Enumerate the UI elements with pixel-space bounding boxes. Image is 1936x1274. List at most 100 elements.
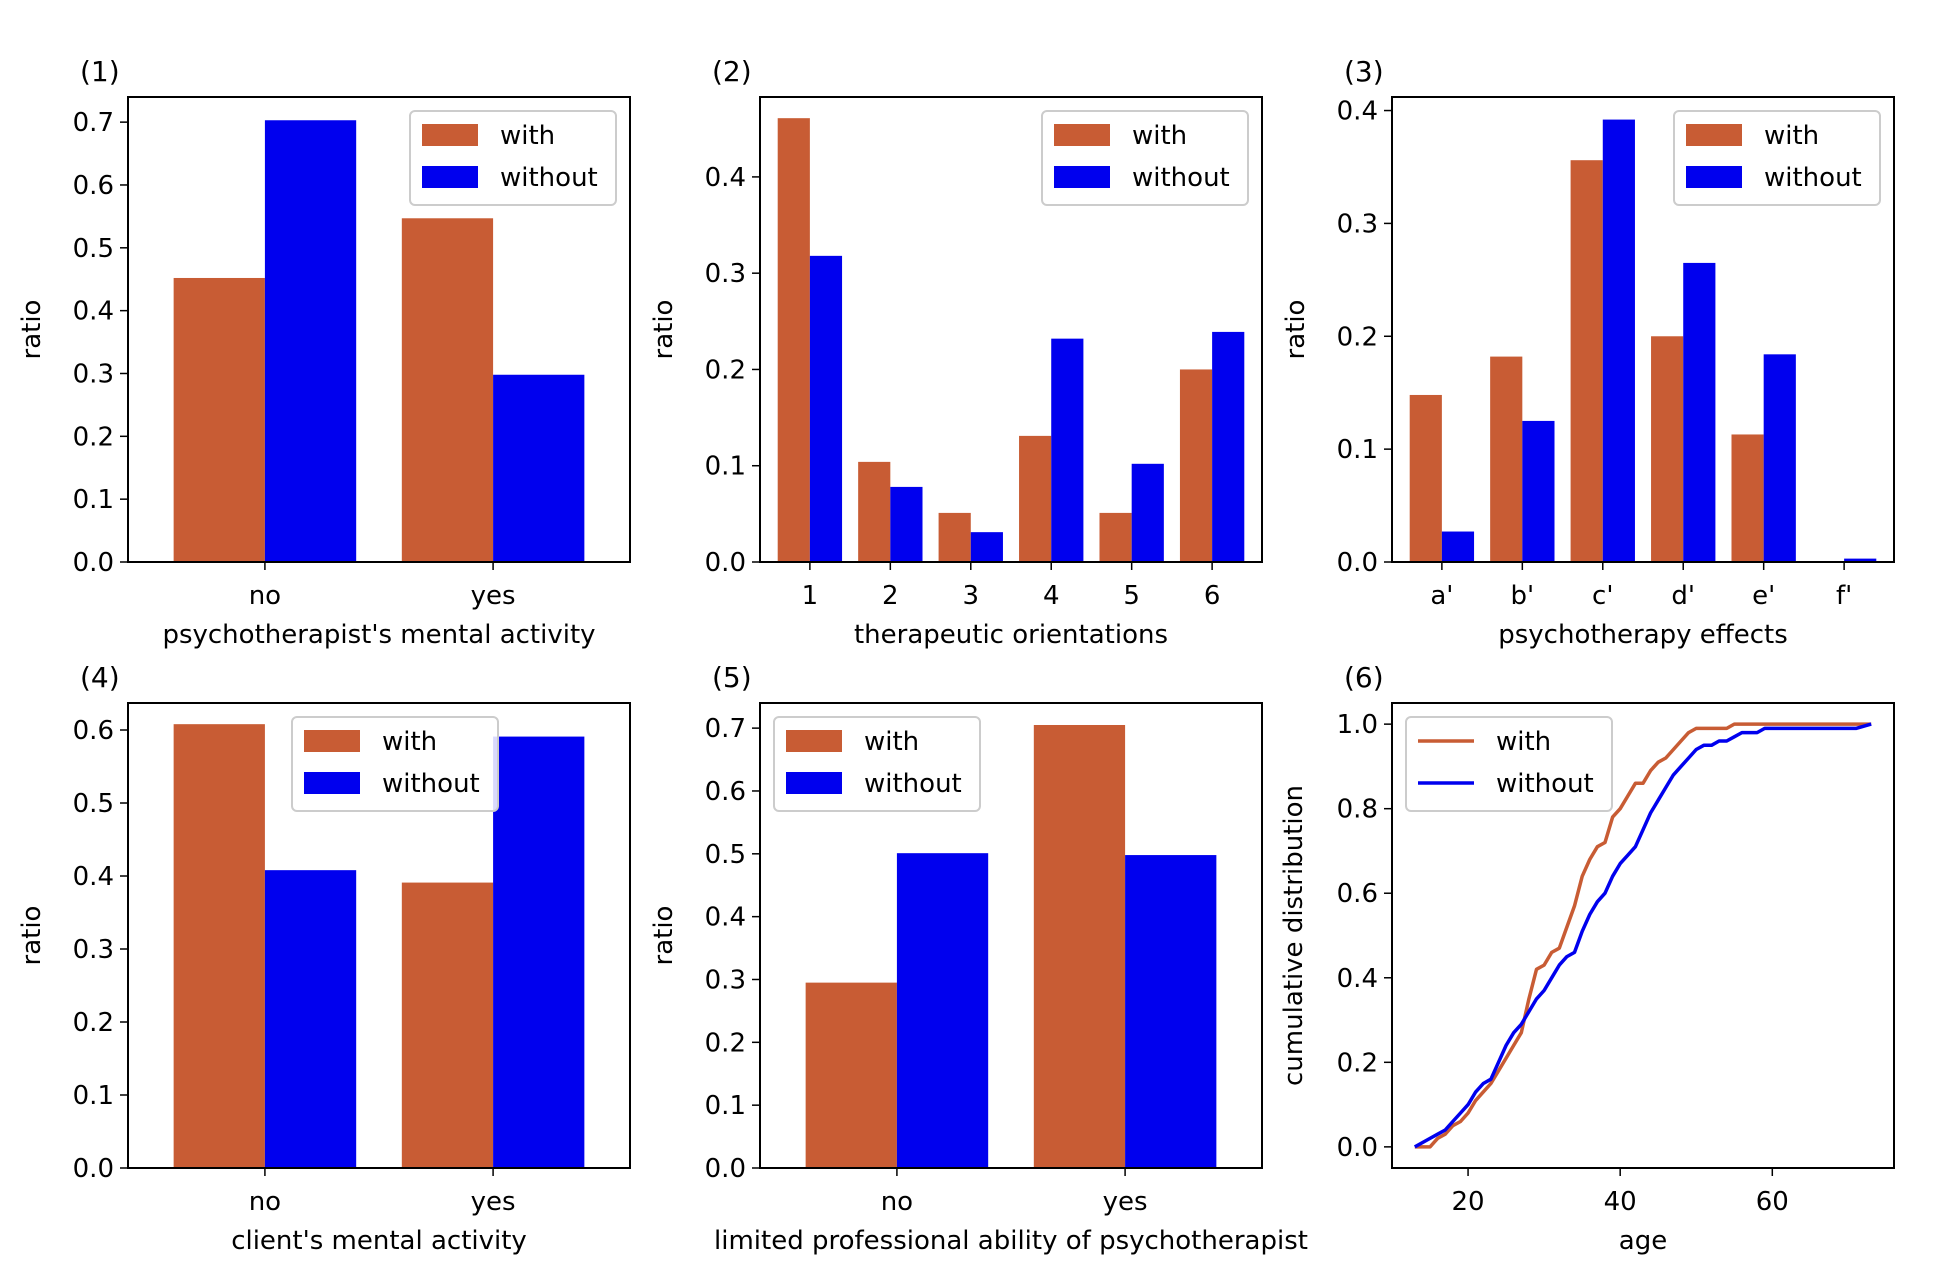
bar-with-6	[1179, 369, 1213, 562]
y-tick-label: 0.0	[73, 548, 114, 578]
bar-without-d'	[1683, 262, 1716, 562]
x-tick-label: 60	[1756, 1187, 1789, 1217]
legend-label-without: without	[1132, 163, 1230, 193]
legend: with without	[291, 716, 499, 812]
y-axis-label: ratio	[17, 906, 47, 966]
x-tick-label: no	[249, 1187, 281, 1217]
plot-frame	[127, 702, 631, 1169]
panel-2: (2) 0.0 0.1 0.2 0.3 0.4 ratio therapeutic orien…	[649, 55, 1263, 650]
y-axis-label: ratio	[649, 300, 679, 360]
panel-label: (1)	[80, 55, 120, 88]
y-tick-label: 0.3	[705, 965, 746, 995]
legend-swatch-with	[1054, 124, 1110, 146]
y-tick-label: 0.1	[1337, 435, 1378, 465]
bar-without-c'	[1602, 119, 1635, 562]
y-tick-label: 0.5	[73, 234, 114, 264]
bar-without-no	[264, 870, 357, 1168]
panel-label: (3)	[1344, 55, 1384, 88]
y-tick-label: 0.2	[705, 1028, 746, 1058]
y-tick-label: 0.0	[1337, 1133, 1378, 1163]
bar-with-a'	[1409, 394, 1442, 562]
x-tick-label: e'	[1752, 581, 1775, 611]
plot-frame	[1391, 96, 1895, 563]
bar-without-yes	[493, 374, 585, 562]
x-tick-label: 3	[963, 581, 980, 611]
panel-3: (3) 0.0 0.1 0.2 0.3 0.4 ratio psychotherapy eff…	[1281, 55, 1895, 650]
legend-label-without: without	[500, 163, 598, 193]
y-tick-label: 0.4	[1337, 964, 1378, 994]
panel-label: (5)	[712, 661, 752, 694]
legend-label-without: without	[1496, 769, 1594, 799]
legend-label-with: with	[382, 727, 437, 757]
legend-swatch-with	[422, 124, 478, 146]
legend-label-without: without	[382, 769, 480, 799]
y-axis-label: cumulative distribution	[1279, 785, 1309, 1086]
x-tick-label: c'	[1592, 581, 1613, 611]
bar-with-no	[173, 724, 265, 1168]
bar-with-4	[1019, 435, 1052, 562]
y-tick-label: 0.4	[73, 297, 114, 327]
y-tick-label: 0.7	[73, 108, 114, 138]
y-tick-label: 0.5	[705, 840, 746, 870]
y-tick-label: 0.8	[1337, 795, 1378, 825]
x-axis-label: age	[1619, 1226, 1667, 1256]
x-tick-label: 40	[1604, 1187, 1637, 1217]
plot-frame	[1391, 702, 1895, 1169]
x-tick-label: yes	[471, 581, 516, 611]
plot-frame	[759, 702, 1263, 1169]
bar-without-no	[896, 853, 989, 1168]
bar-without-4	[1051, 338, 1084, 562]
y-tick-label: 0.3	[73, 935, 114, 965]
bar-with-no	[805, 982, 897, 1168]
y-tick-label: 0.1	[73, 1081, 114, 1111]
x-axis-label: psychotherapy effects	[1498, 620, 1788, 650]
y-tick-label: 0.3	[705, 259, 746, 289]
legend-swatch-with	[1686, 124, 1742, 146]
bar-with-b'	[1490, 356, 1523, 562]
x-axis-label: limited professional ability of psychoth…	[714, 1226, 1308, 1256]
y-tick-label: 0.5	[73, 789, 114, 819]
bar-with-2	[858, 461, 891, 562]
bar-without-e'	[1763, 354, 1796, 562]
x-tick-label: a'	[1430, 581, 1453, 611]
plot-frame	[759, 96, 1263, 563]
bar-with-e'	[1731, 434, 1764, 562]
y-tick-label: 0.1	[705, 1091, 746, 1121]
legend-swatch-without	[304, 772, 360, 794]
y-axis-label: ratio	[17, 300, 47, 360]
panel-label: (4)	[80, 661, 120, 694]
x-tick-label: no	[249, 581, 281, 611]
bar-without-a'	[1441, 531, 1475, 562]
x-axis-label: client's mental activity	[231, 1226, 527, 1256]
y-tick-label: 0.2	[705, 355, 746, 385]
y-tick-label: 0.4	[705, 163, 746, 193]
bar-with-5	[1099, 512, 1132, 562]
bar-with-c'	[1570, 160, 1603, 562]
bar-without-no	[264, 120, 357, 562]
bar-without-3	[970, 532, 1003, 562]
y-tick-label: 0.4	[1337, 97, 1378, 127]
bar-with-yes	[401, 218, 494, 562]
legend-label-with: with	[864, 727, 919, 757]
x-axis-label: psychotherapist's mental activity	[162, 620, 595, 650]
x-tick-label: d'	[1671, 581, 1695, 611]
y-tick-label: 0.0	[705, 548, 746, 578]
legend-label-without: without	[1764, 163, 1862, 193]
y-axis-label: ratio	[1281, 300, 1311, 360]
x-tick-label: no	[881, 1187, 913, 1217]
bar-with-yes	[401, 882, 494, 1168]
y-tick-label: 0.6	[705, 777, 746, 807]
series-line-without	[1413, 722, 1872, 1149]
legend-label-with: with	[1496, 727, 1551, 757]
legend-label-without: without	[864, 769, 962, 799]
y-tick-label: 0.6	[73, 716, 114, 746]
legend-swatch-without	[422, 166, 478, 188]
bar-with-no	[173, 277, 265, 562]
legend-label-with: with	[1764, 121, 1819, 151]
panel-label: (2)	[712, 55, 752, 88]
x-tick-label: yes	[471, 1187, 516, 1217]
legend-swatch-with	[304, 730, 360, 752]
y-tick-label: 0.6	[73, 171, 114, 201]
x-tick-label: 6	[1204, 581, 1221, 611]
